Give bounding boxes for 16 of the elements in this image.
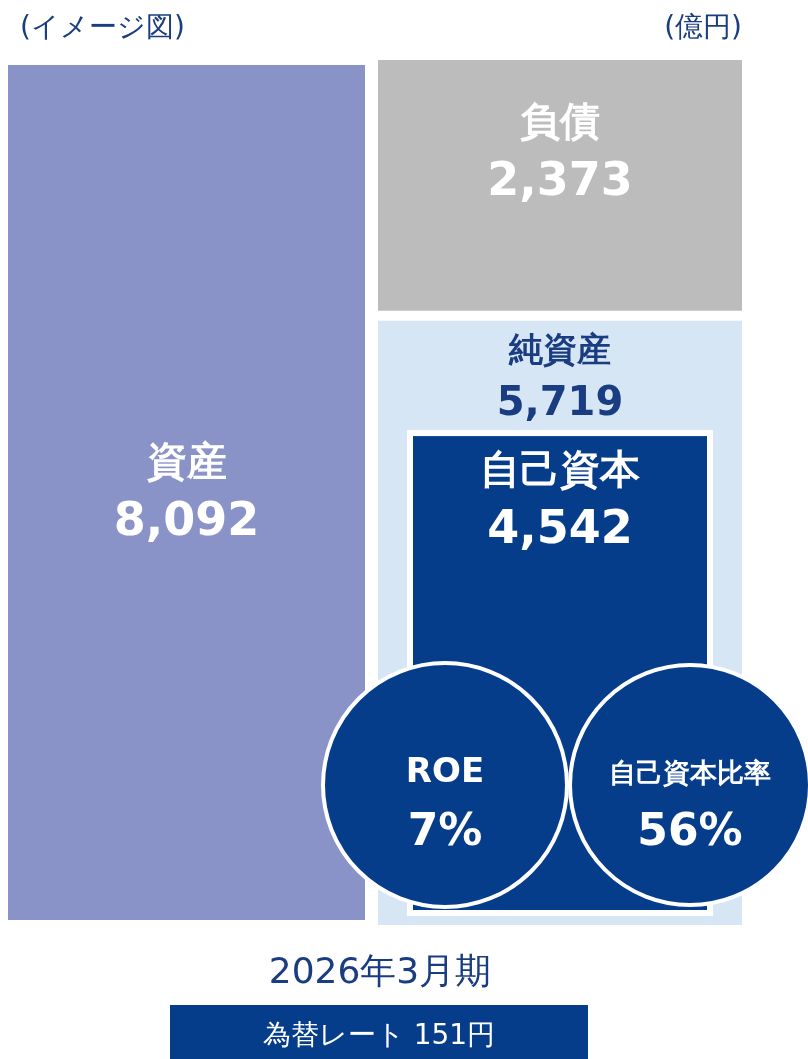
series-label: 自己資本比率 [609,757,771,788]
series-label: 純資産 [508,328,611,369]
data-label: 4,542 [487,500,633,555]
series-label: ROE [405,750,485,790]
series-label: 資産 [146,438,227,485]
text: (億円) [664,10,742,43]
data-label: 56% [637,804,743,855]
data-label: 2,373 [487,152,633,206]
text: (イメージ図) [20,10,185,43]
series-label: 自己資本 [480,446,640,493]
data-label: 7% [407,804,483,855]
text: 2026年3月期 [268,950,492,991]
data-label: 8,092 [113,492,260,547]
data-label: 5,719 [496,377,624,424]
series-label: 負債 [520,98,600,144]
text: 為替レート 151円 [262,1018,496,1051]
